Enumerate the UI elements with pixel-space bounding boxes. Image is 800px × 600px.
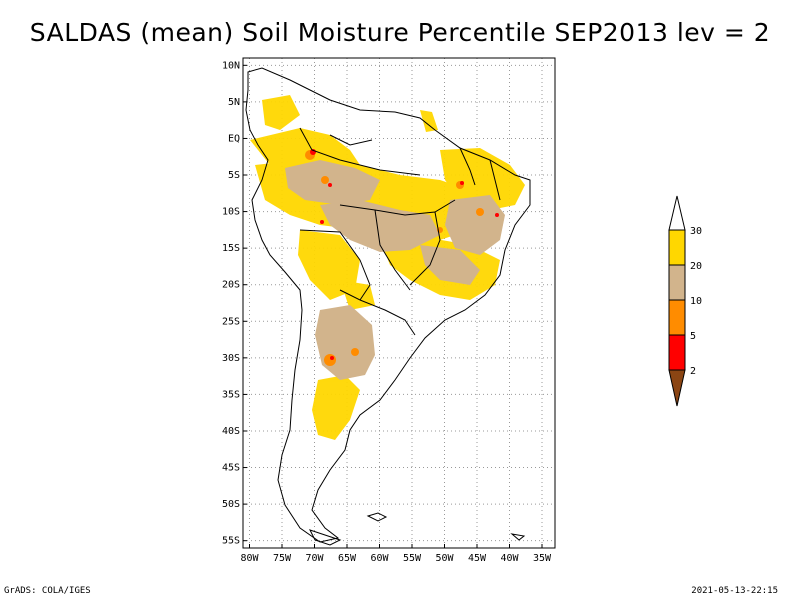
shade-tan-south-amazon — [320, 200, 440, 252]
lon-label: 50W — [435, 553, 454, 564]
shade-red-spot — [320, 220, 324, 224]
lon-label: 65W — [338, 553, 357, 564]
footer-timestamp: 2021-05-13-22:15 — [691, 586, 778, 596]
shade-tan-west-amazon — [285, 160, 380, 205]
legend-label-10: 10 — [690, 296, 702, 307]
lat-label: EQ — [228, 133, 240, 144]
legend-label-30: 30 — [690, 226, 702, 237]
shade-red-spot — [330, 356, 334, 360]
map-title: SALDAS (mean) Soil Moisture Percentile S… — [29, 18, 771, 47]
lat-label: 45S — [222, 463, 240, 474]
lat-label: 5N — [228, 97, 240, 108]
footer-credit: GrADS: COLA/IGES — [4, 586, 91, 596]
lat-label: 35S — [222, 389, 240, 400]
legend-label-20: 20 — [690, 261, 702, 272]
lon-label: 40W — [500, 553, 519, 564]
shade-red-spot — [460, 181, 464, 185]
longitude-labels: 80W 75W 70W 65W 60W 55W 50W 45W 40W 35W — [240, 544, 552, 564]
lat-label: 40S — [222, 426, 240, 437]
lat-label: 50S — [222, 499, 240, 510]
shade-yellow-argentina — [312, 375, 360, 440]
shade-red-spot — [328, 183, 332, 187]
lat-label: 10S — [222, 207, 240, 218]
shade-tan-mato-grosso — [420, 245, 480, 285]
shade-orange-spot — [321, 176, 329, 184]
legend-swatch-5-10 — [668, 299, 686, 336]
latitude-labels: 10N 5N EQ 5S 10S 15S 20S 25S 30S 35S 40S 45S 50S 55S — [222, 60, 247, 547]
falkland-islands — [366, 512, 388, 522]
legend-swatch-10-20 — [668, 264, 686, 301]
coastline — [245, 67, 531, 546]
lon-label: 60W — [370, 553, 389, 564]
lat-label: 10N — [222, 60, 240, 71]
shade-yellow-colombia — [262, 95, 300, 130]
lat-label: 20S — [222, 280, 240, 291]
legend-swatch-20-30 — [668, 229, 686, 266]
shade-tan-pampas — [315, 305, 375, 380]
lon-label: 45W — [468, 553, 487, 564]
country-borders — [299, 127, 501, 336]
shade-yellow-ne-brazil — [440, 148, 525, 210]
lat-label: 25S — [222, 316, 240, 327]
lon-label: 70W — [305, 553, 324, 564]
lat-label: 55S — [222, 536, 240, 547]
lat-label: 5S — [228, 170, 240, 181]
lat-label: 15S — [222, 243, 240, 254]
shade-orange-spot — [476, 208, 484, 216]
legend-arrow-bottom — [668, 369, 686, 407]
shade-orange-spot — [324, 354, 336, 366]
legend-label-5: 5 — [690, 331, 696, 342]
shade-red-spot — [495, 213, 499, 217]
legend-swatch-2-5 — [668, 334, 686, 371]
shade-orange-spot — [351, 348, 359, 356]
lat-label: 30S — [222, 353, 240, 364]
soil-moisture-shading — [250, 95, 525, 440]
legend-labels: 30 20 10 5 2 — [690, 226, 702, 377]
legend-colorbar — [668, 195, 686, 407]
tierra-del-fuego — [309, 529, 342, 546]
lon-label: 55W — [403, 553, 422, 564]
shade-tan-east-brazil — [445, 195, 505, 255]
map-frame — [242, 57, 556, 549]
shade-yellow-north-coast — [420, 110, 438, 132]
lon-label: 80W — [240, 553, 259, 564]
legend-arrow-top — [668, 195, 686, 231]
lon-label: 35W — [533, 553, 552, 564]
island-small — [510, 533, 526, 541]
lon-label: 75W — [273, 553, 292, 564]
legend-label-2: 2 — [690, 366, 696, 377]
